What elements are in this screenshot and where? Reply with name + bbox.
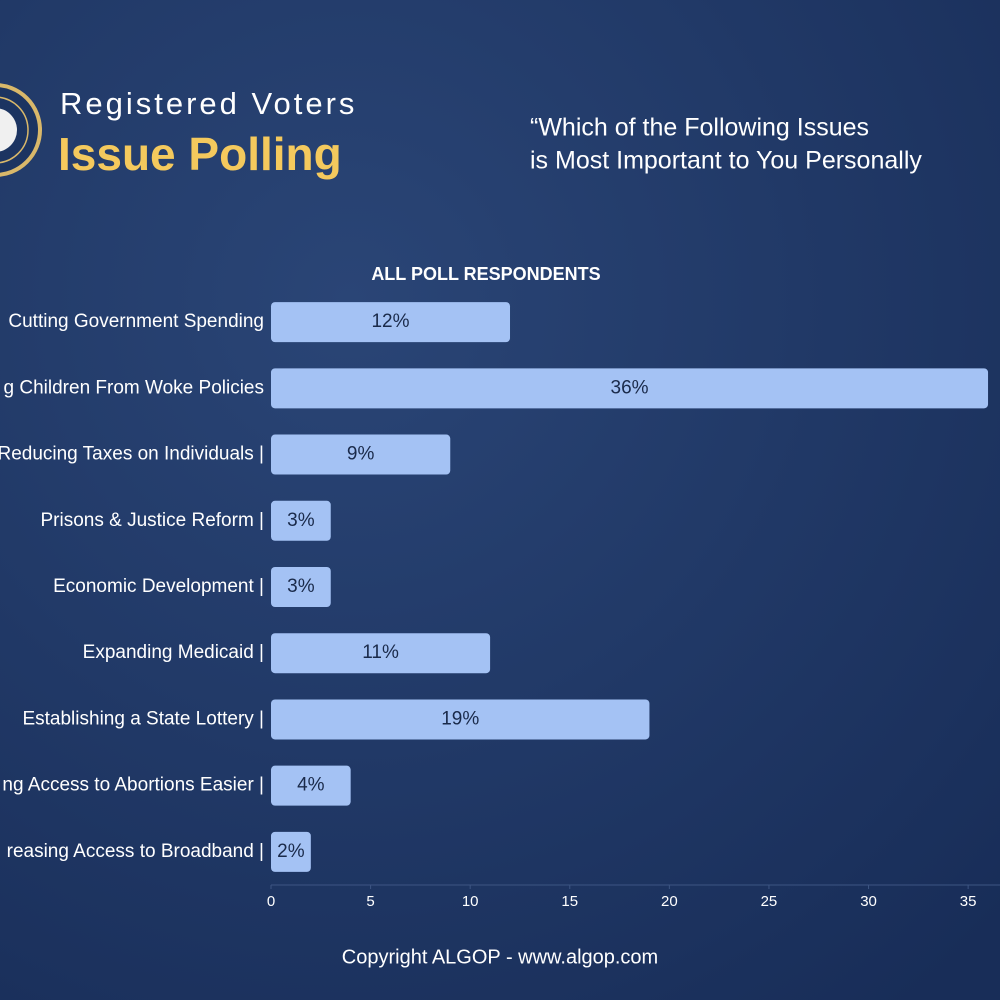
bar <box>271 567 331 607</box>
x-tick-label: 10 <box>462 893 479 910</box>
value-label: 19% <box>441 708 479 729</box>
value-label: 9% <box>347 444 375 465</box>
value-label: 3% <box>287 510 315 531</box>
bar <box>271 500 331 541</box>
subtitle: Issue Polling <box>58 128 342 180</box>
footer: Copyright ALGOP - www.algop.com <box>342 946 658 968</box>
x-tick-label: 15 <box>561 893 578 910</box>
category-label: Cutting Government Spending <box>8 311 264 332</box>
bar <box>271 699 650 740</box>
chart-title: ALL POLL RESPONDENTS <box>371 264 600 284</box>
category-label: Expanding Medicaid | <box>83 642 264 663</box>
category-label: Economic Development | <box>53 576 264 597</box>
x-tick-label: 20 <box>661 893 678 910</box>
x-tick-label: 25 <box>761 893 778 910</box>
value-label: 12% <box>371 311 409 332</box>
category-label: g Children From Woke Policies <box>4 377 264 398</box>
question-line: is Most Important to You Personally <box>530 147 922 175</box>
category-label: Reducing Taxes on Individuals | <box>0 444 264 465</box>
value-label: 3% <box>287 576 315 597</box>
category-label: Establishing a State Lottery | <box>22 708 264 729</box>
bar <box>271 434 451 475</box>
logo <box>0 83 42 177</box>
question-line: “Which of the Following Issues <box>530 114 869 142</box>
bar <box>271 633 491 674</box>
value-label: 2% <box>277 841 305 862</box>
value-label: 36% <box>611 377 649 398</box>
bar <box>271 302 511 343</box>
value-label: 11% <box>362 642 399 663</box>
x-tick-label: 35 <box>960 893 977 910</box>
category-label: reasing Access to Broadband | <box>7 841 264 862</box>
bar <box>271 368 989 409</box>
bar <box>271 831 311 872</box>
title: Registered Voters <box>60 86 357 121</box>
value-label: 4% <box>297 775 325 796</box>
x-tick-label: 30 <box>860 893 877 910</box>
x-tick-label: 0 <box>267 893 275 910</box>
x-tick-label: 5 <box>366 893 374 910</box>
bar <box>271 765 351 806</box>
category-label: ng Access to Abortions Easier | <box>2 775 264 796</box>
category-label: Prisons & Justice Reform | <box>40 510 264 531</box>
